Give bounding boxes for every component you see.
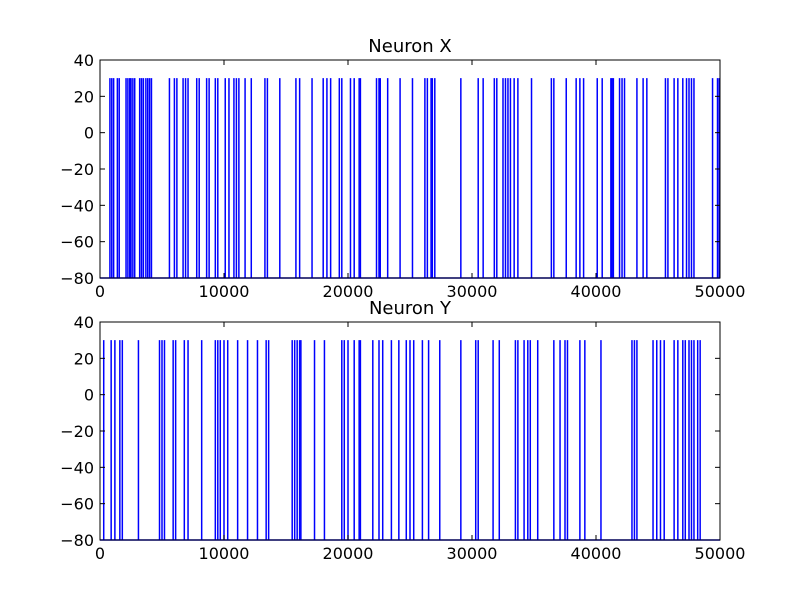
neuron-x-y-tick-label: −40	[60, 196, 94, 215]
neuron-y-panel: Neuron Y 0 10000 20000 30000 40000 50000 −80 −6…	[60, 298, 745, 563]
neuron-x-y-tick-label: −80	[60, 269, 94, 288]
neuron-x-x-tick-label: 30000	[447, 282, 498, 301]
neuron-x-x-tick-label: 40000	[571, 282, 622, 301]
neuron-x-panel: Neuron X 0 10000 20000 30000 40000 50000 −80 −6…	[60, 36, 745, 301]
neuron-y-y-tick-label: −60	[60, 495, 94, 514]
neuron-x-x-tick-label: 20000	[323, 282, 374, 301]
neuron-y-traces	[100, 340, 720, 541]
neuron-x-x-tick-label: 10000	[199, 282, 250, 301]
neuron-y-x-tick-label: 0	[95, 544, 105, 563]
neuron-x-y-tick-label: −20	[60, 160, 94, 179]
neuron-y-x-tick-label: 20000	[323, 544, 374, 563]
neuron-x-ticks: 0 10000 20000 30000 40000 50000 −80 −60 −40 −20 0 2…	[60, 51, 745, 301]
neuron-y-ticks: 0 10000 20000 30000 40000 50000 −80 −60 −40 −20 0 2…	[60, 313, 745, 563]
neuron-y-y-tick-label: −20	[60, 422, 94, 441]
neuron-y-y-tick-label: −40	[60, 458, 94, 477]
neuron-x-traces	[100, 78, 720, 279]
neuron-x-x-tick-label: 50000	[695, 282, 746, 301]
neuron-y-x-tick-label: 10000	[199, 544, 250, 563]
neuron-y-y-tick-label: 40	[74, 313, 94, 332]
neuron-x-y-tick-label: 20	[74, 87, 94, 106]
neuron-y-y-tick-label: 20	[74, 349, 94, 368]
neuron-x-y-tick-label: 40	[74, 51, 94, 70]
neuron-x-y-tick-label: 0	[84, 124, 94, 143]
neuron-x-plot-area	[100, 60, 720, 278]
neuron-x-title: Neuron X	[368, 36, 451, 57]
neuron-y-x-tick-label: 40000	[571, 544, 622, 563]
neuron-y-axes-frame	[99, 321, 721, 541]
neuron-x-y-tick-label: −60	[60, 233, 94, 252]
neuron-y-title: Neuron Y	[369, 298, 452, 319]
neuron-y-y-tick-label: 0	[84, 386, 94, 405]
neuron-x-x-tick-label: 0	[95, 282, 105, 301]
neuron-y-y-tick-label: −80	[60, 531, 94, 550]
neuron-y-x-tick-label: 30000	[447, 544, 498, 563]
neuron-x-axes-frame	[99, 59, 721, 279]
neuron-y-x-tick-label: 50000	[695, 544, 746, 563]
